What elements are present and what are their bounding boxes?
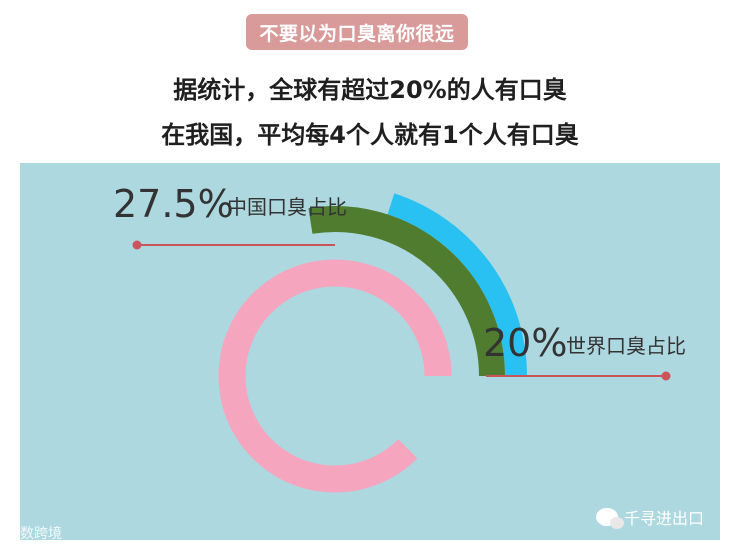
wechat-icon	[596, 508, 624, 529]
ring-china	[308, 206, 505, 377]
chart-panel: 27.5% 中国口臭占比 20% 世界口臭占比	[20, 163, 720, 540]
watermark-right-text: 千寻进出口	[624, 509, 705, 528]
series-label-world: 世界口臭占比	[566, 334, 686, 358]
watermark-left: 大数跨境	[6, 526, 62, 542]
leader-dot-china	[132, 240, 142, 250]
value-label-world: 20%	[483, 321, 567, 365]
headline-line-2: 在我国，平均每4个人就有1个人有口臭	[161, 121, 579, 149]
headline-tag: 不要以为口臭离你很远	[246, 14, 468, 50]
ring-background	[218, 259, 452, 493]
value-label-china: 27.5%	[113, 182, 234, 226]
ring-chart: 27.5%中国口臭占比 20%世界口臭占比	[113, 182, 686, 493]
series-label-china: 中国口臭占比	[227, 195, 347, 219]
watermark-right: 千寻进出口	[596, 505, 704, 529]
headline-line-1: 据统计，全球有超过20%的人有口臭	[173, 76, 567, 104]
leader-dot-world	[661, 371, 671, 381]
ring-world	[387, 193, 527, 377]
